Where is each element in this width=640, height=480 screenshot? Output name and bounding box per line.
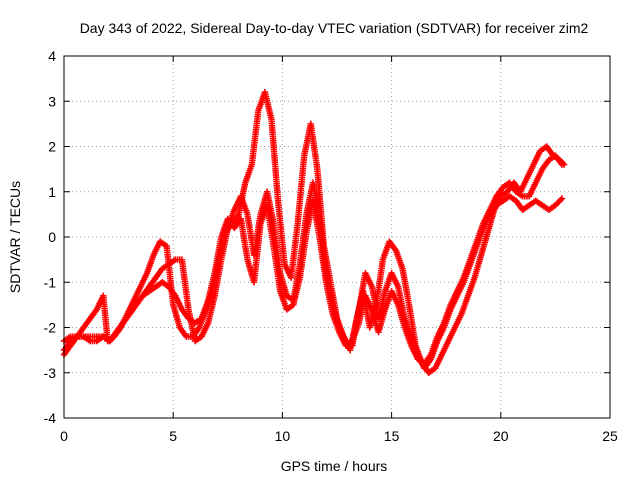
y-tick-label: -1 [44, 274, 57, 290]
data-point-marker [558, 161, 566, 168]
data-points [60, 89, 568, 376]
y-tick-label: 4 [48, 48, 56, 64]
series-track-a [60, 89, 568, 376]
x-tick-label: 5 [169, 428, 177, 444]
y-tick-label: -4 [44, 410, 57, 426]
x-tick-label: 15 [384, 428, 400, 444]
y-tick-label: 1 [48, 184, 56, 200]
chart-title: Day 343 of 2022, Sidereal Day-to-day VTE… [80, 20, 589, 36]
y-tick-label: 0 [48, 229, 56, 245]
x-tick-label: 10 [275, 428, 291, 444]
ticks: 0 5 10 15 20 25 -4 -3 -2 -1 0 1 2 3 4 [44, 48, 618, 444]
y-tick-label: -3 [44, 365, 57, 381]
grid [64, 56, 610, 418]
y-tick-label: 2 [48, 139, 56, 155]
x-tick-label: 20 [493, 428, 509, 444]
series-track-c [60, 152, 566, 367]
y-tick-label: 3 [48, 93, 56, 109]
x-tick-label: 25 [602, 428, 618, 444]
y-tick-label: -2 [44, 320, 57, 336]
x-axis-label: GPS time / hours [281, 458, 388, 474]
y-axis-label: SDTVAR / TECUs [7, 181, 23, 293]
x-tick-label: 0 [60, 428, 68, 444]
data-point-marker [558, 195, 566, 202]
